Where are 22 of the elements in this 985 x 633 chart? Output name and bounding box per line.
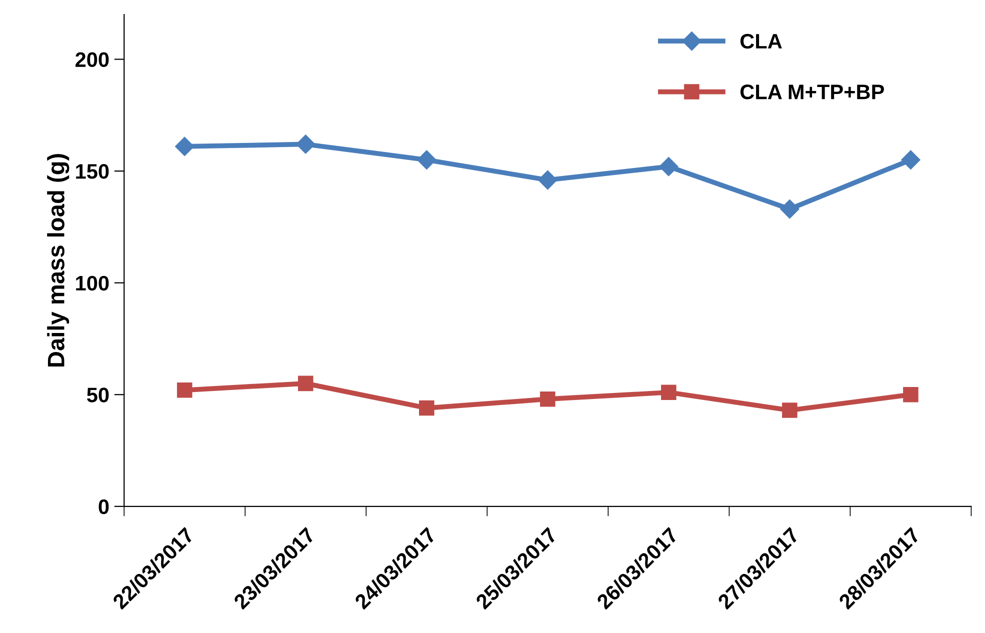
legend-label: CLA (740, 34, 782, 49)
y-tick-label: 0 (98, 499, 109, 514)
point (175, 136, 194, 156)
point (540, 391, 556, 407)
point (659, 157, 678, 176)
point (903, 386, 918, 402)
point (176, 382, 192, 398)
point (780, 200, 800, 219)
point (782, 402, 798, 418)
y-axis-title: Daily mass load (g) (47, 154, 70, 366)
y-tick-label: 100 (76, 276, 109, 291)
point (417, 150, 436, 170)
point (538, 170, 558, 190)
point (661, 384, 676, 400)
y-tick-label: 50 (86, 388, 109, 402)
y-tick-label: 200 (75, 52, 109, 68)
point (901, 150, 920, 170)
legend-label: CLA M+TP+BP (740, 84, 884, 100)
point (296, 134, 316, 154)
y-tick-label: 150 (76, 164, 109, 179)
point (298, 376, 314, 392)
point (419, 400, 434, 416)
